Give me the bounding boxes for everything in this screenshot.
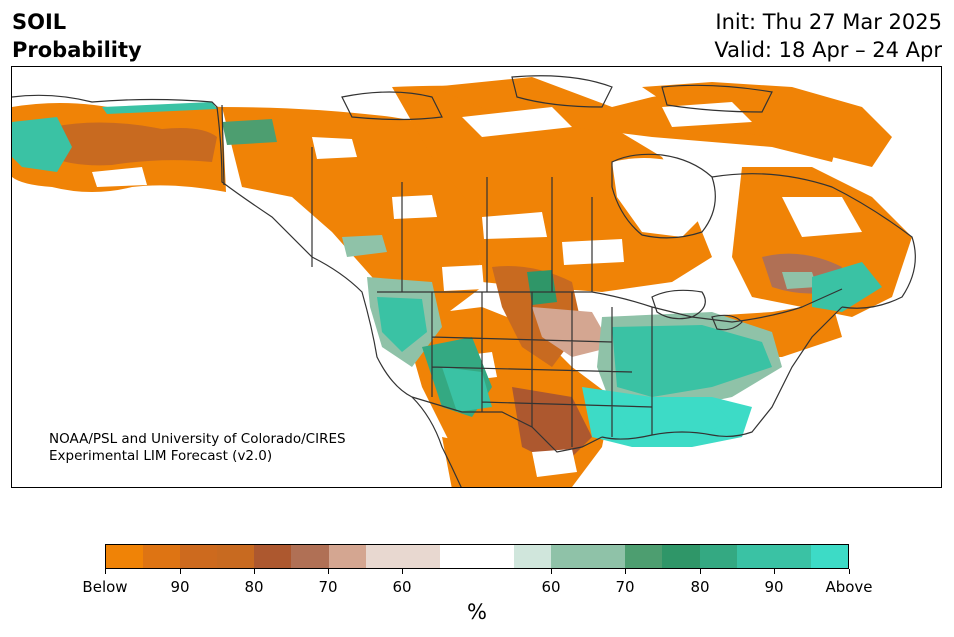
- arctic-islands: [341, 75, 773, 121]
- colorbar-tick: [254, 569, 255, 574]
- colorbar-segment: [328, 545, 366, 568]
- map-svg: [12, 75, 916, 487]
- colorbar-tick: [849, 569, 850, 574]
- gap-canada-1: [312, 137, 357, 159]
- alaska-brown: [52, 122, 217, 166]
- quebec-above: [782, 272, 817, 289]
- colorbar-segment: [365, 545, 403, 568]
- title-block: SOIL Probability: [12, 8, 142, 64]
- colorbar-tick-label: 80: [690, 578, 710, 596]
- colorbar-segment: [514, 545, 552, 568]
- gap-quebec: [782, 197, 862, 237]
- product-title: Probability: [12, 38, 142, 62]
- arctic-strip-above: [102, 102, 217, 114]
- colorbar-tick-label: Below: [82, 578, 128, 596]
- colorbar-segment: [143, 545, 181, 568]
- province-lines: [311, 147, 593, 292]
- colorbar-segment: [662, 545, 700, 568]
- colorbar-tick-label: 90: [764, 578, 784, 596]
- colorbar-tick: [551, 569, 552, 574]
- arizona-above: [442, 367, 492, 412]
- colorbar-segment: [773, 545, 811, 568]
- gap-arctic-2: [662, 102, 752, 127]
- southeast-above-strong: [612, 402, 732, 437]
- colorbar-segment: [402, 545, 440, 568]
- colorbar-segment: [625, 545, 663, 568]
- forecast-map: [11, 66, 942, 488]
- colorbar-segment: [588, 545, 626, 568]
- hudson-bay-coast: [611, 153, 716, 239]
- colorbar-tick-label: 60: [392, 578, 412, 596]
- bc-above: [342, 235, 387, 257]
- gap-canada-2: [392, 195, 437, 219]
- variable-title: SOIL: [12, 10, 67, 34]
- yukon-above: [222, 119, 277, 145]
- great-lakes: [651, 289, 743, 331]
- colorbar-tick: [328, 569, 329, 574]
- gap-alaska: [92, 167, 147, 187]
- date-block: Init: Thu 27 Mar 2025 Valid: 18 Apr – 24…: [714, 8, 942, 64]
- gap-canada-3: [482, 212, 547, 239]
- colorbar-tick: [700, 569, 701, 574]
- colorbar-segment: [217, 545, 255, 568]
- colorbar-segment: [810, 545, 848, 568]
- init-date: Init: Thu 27 Mar 2025: [715, 10, 942, 34]
- colorbar-tick-label: 70: [318, 578, 338, 596]
- colorbar-tick: [625, 569, 626, 574]
- colorbar: [105, 544, 849, 569]
- colorbar-tick-label: 80: [244, 578, 264, 596]
- labrador-coast: [711, 173, 916, 309]
- colorbar-segment: [699, 545, 737, 568]
- gap-arctic-1: [462, 107, 572, 137]
- alaska-canada-border: [221, 104, 225, 186]
- greenland-edge-below: [642, 82, 892, 167]
- western-canada-below: [222, 107, 482, 317]
- new-england-above: [812, 262, 882, 312]
- hudson-bay: [612, 158, 712, 237]
- colorbar-segment: [106, 545, 144, 568]
- state-lines: [431, 292, 653, 447]
- colorbar-tick: [180, 569, 181, 574]
- alaska-coast: [12, 94, 313, 258]
- colorbar-segment: [439, 545, 477, 568]
- alaska-above: [12, 117, 72, 172]
- us-canada-border: [377, 288, 843, 323]
- valid-date: Valid: 18 Apr – 24 Apr: [714, 38, 942, 62]
- colorbar-segment: [180, 545, 218, 568]
- data-credit: NOAA/PSL and University of Colorado/CIRE…: [49, 431, 346, 465]
- gap-canada-5: [442, 265, 484, 291]
- credit-line-2: Experimental LIM Forecast (v2.0): [49, 448, 273, 464]
- colorbar-tick: [105, 569, 106, 574]
- political-boundaries: [12, 75, 916, 487]
- colorbar-segment: [551, 545, 589, 568]
- colorbar-segment: [736, 545, 774, 568]
- colorbar-segment: [254, 545, 292, 568]
- colorbar-tick-label: Above: [825, 578, 873, 596]
- colorbar-unit: %: [467, 600, 487, 624]
- colorbar-tick-label: 90: [170, 578, 190, 596]
- colorbar-tick-label: 60: [541, 578, 561, 596]
- colorbar-segment: [291, 545, 329, 568]
- nw-us-above: [377, 297, 427, 352]
- neutral-gaps: [92, 102, 862, 477]
- credit-line-1: NOAA/PSL and University of Colorado/CIRE…: [49, 431, 346, 447]
- rockies-above: [527, 270, 557, 305]
- gap-canada-4: [562, 239, 624, 265]
- gap-texas: [532, 449, 577, 477]
- colorbar-segment: [476, 545, 515, 568]
- pacific-coast: [311, 256, 462, 487]
- colorbar-tick: [402, 569, 403, 574]
- gulf-coast: [601, 306, 843, 440]
- colorbar-tick: [774, 569, 775, 574]
- colorbar-tick-label: 70: [615, 578, 635, 596]
